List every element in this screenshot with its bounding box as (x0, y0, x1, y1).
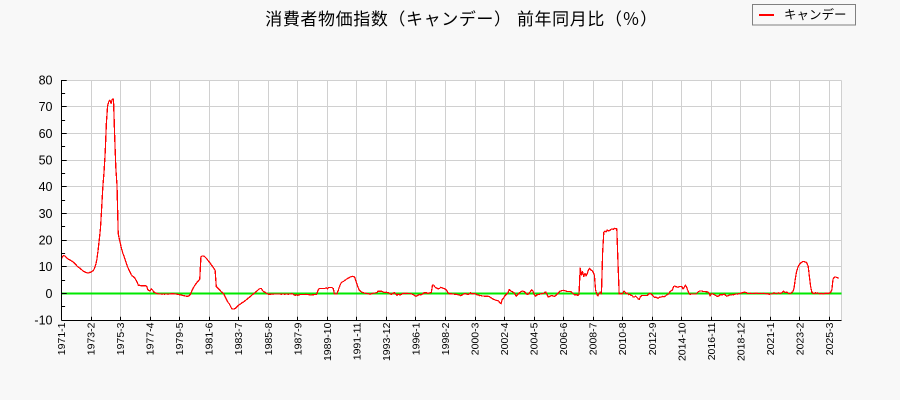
svg-text:1981-6: 1981-6 (204, 322, 216, 355)
svg-text:2021-1: 2021-1 (765, 322, 777, 355)
svg-text:10: 10 (39, 260, 53, 274)
svg-text:1979-5: 1979-5 (174, 322, 186, 355)
svg-text:2008-7: 2008-7 (588, 322, 600, 355)
svg-text:1983-7: 1983-7 (233, 322, 245, 355)
svg-text:20: 20 (39, 233, 53, 247)
svg-text:1991-11: 1991-11 (351, 322, 363, 360)
svg-text:50: 50 (39, 153, 53, 167)
svg-text:1993-12: 1993-12 (381, 322, 393, 361)
svg-text:2018-12: 2018-12 (735, 322, 747, 361)
svg-text:1998-2: 1998-2 (440, 322, 452, 355)
svg-text:1996-1: 1996-1 (410, 322, 422, 355)
svg-text:40: 40 (39, 180, 53, 194)
svg-text:-10: -10 (34, 313, 52, 327)
svg-text:2014-10: 2014-10 (676, 322, 688, 361)
svg-text:消費者物価指数（キャンデー） 前年同月比（％）: 消費者物価指数（キャンデー） 前年同月比（％） (265, 9, 658, 29)
svg-text:1987-9: 1987-9 (292, 322, 304, 355)
svg-text:1973-2: 1973-2 (86, 322, 98, 355)
svg-text:2004-5: 2004-5 (529, 322, 541, 355)
svg-text:キャンデー: キャンデー (784, 7, 847, 22)
svg-text:80: 80 (39, 73, 53, 87)
svg-text:2023-2: 2023-2 (794, 322, 806, 355)
svg-text:70: 70 (39, 100, 53, 114)
svg-text:2010-8: 2010-8 (617, 322, 629, 355)
svg-text:2025-3: 2025-3 (824, 322, 836, 355)
svg-text:2012-9: 2012-9 (647, 322, 659, 355)
svg-text:1977-4: 1977-4 (145, 322, 157, 355)
svg-text:2002-4: 2002-4 (499, 322, 511, 355)
svg-text:30: 30 (39, 207, 53, 221)
svg-text:1989-10: 1989-10 (322, 322, 334, 361)
svg-text:2000-3: 2000-3 (470, 322, 482, 355)
svg-text:60: 60 (39, 127, 53, 141)
svg-text:2006-6: 2006-6 (558, 322, 570, 355)
svg-text:1975-3: 1975-3 (115, 322, 127, 355)
svg-text:2016-11: 2016-11 (706, 322, 718, 360)
svg-text:0: 0 (46, 287, 53, 301)
svg-text:1985-8: 1985-8 (263, 322, 275, 355)
svg-text:1971-1: 1971-1 (56, 322, 68, 355)
